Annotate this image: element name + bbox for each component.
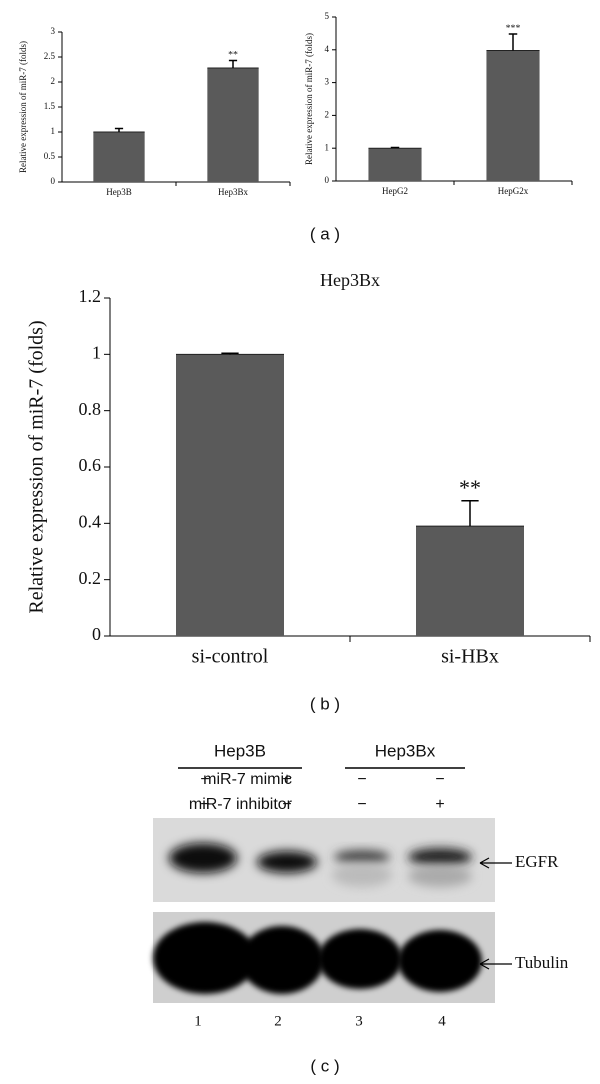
y-tick-label: 1: [92, 342, 101, 362]
y-tick-label: 2: [51, 76, 56, 86]
band: [332, 863, 392, 887]
bar: [368, 148, 422, 181]
y-tick-label: 3: [325, 77, 330, 87]
band-label: Tubulin: [515, 953, 569, 972]
y-tick-label: 0: [92, 624, 101, 644]
panel-label: ( a ): [310, 224, 340, 243]
band: [334, 850, 390, 864]
bar: [207, 68, 259, 182]
arrow: [479, 958, 512, 970]
y-tick-label: 0.8: [79, 399, 102, 419]
y-axis-label: Relative expression of miR-7 (folds): [304, 33, 314, 165]
arrow: [479, 857, 512, 869]
sign: −: [357, 771, 366, 788]
bar: [176, 354, 284, 636]
band: [318, 929, 402, 989]
y-tick-label: 1: [325, 142, 330, 152]
bar: [416, 526, 524, 636]
bar: [93, 132, 145, 182]
lane-label: 1: [194, 1013, 202, 1029]
band: [398, 930, 482, 992]
y-axis-label: Relative expression of miR-7 (folds): [18, 41, 28, 173]
row-label: miR-7 inhibitor: [189, 796, 293, 813]
y-tick-label: 0.6: [79, 455, 102, 475]
error-bar: [508, 33, 518, 51]
y-tick-label: 0: [325, 175, 330, 185]
x-tick-label: si-HBx: [441, 646, 499, 668]
bar: [486, 50, 540, 182]
sign: −: [357, 796, 366, 813]
y-tick-label: 5: [325, 11, 330, 21]
y-tick-label: 0.5: [44, 151, 56, 161]
blot: [153, 767, 512, 1003]
error-bar: [114, 127, 124, 132]
sign: +: [435, 796, 444, 813]
y-tick-label: 0: [51, 176, 56, 186]
error-bar: [221, 352, 239, 355]
error-bar: [390, 146, 400, 149]
y-tick-label: 0.2: [79, 568, 102, 588]
y-tick-label: 1.5: [44, 101, 56, 111]
group-label: Hep3B: [214, 741, 266, 760]
sign: −: [200, 796, 209, 813]
significance: **: [228, 49, 238, 60]
sign: −: [282, 796, 291, 813]
x-tick-label: Hep3B: [106, 187, 132, 197]
band: [240, 926, 324, 994]
band: [408, 865, 472, 887]
x-tick-label: HepG2: [382, 186, 408, 196]
chart-title: Hep3Bx: [320, 270, 380, 290]
y-tick-label: 2.5: [44, 51, 56, 61]
y-tick-label: 2: [325, 109, 330, 119]
x-tick-label: Hep3Bx: [218, 187, 248, 197]
significance: **: [459, 475, 481, 500]
x-tick-label: si-control: [192, 646, 269, 668]
significance: ***: [506, 23, 521, 34]
band: [257, 851, 317, 873]
band-label: EGFR: [515, 852, 559, 871]
lane-label: 2: [274, 1013, 282, 1029]
sign: −: [435, 771, 444, 788]
band: [169, 843, 237, 873]
y-tick-label: 4: [325, 44, 330, 54]
y-axis-label: Relative expression of miR-7 (folds): [26, 320, 48, 613]
y-tick-label: 1.2: [79, 286, 102, 306]
panel-label: ( c ): [310, 1056, 339, 1075]
panel-label: ( b ): [310, 694, 340, 713]
lane-label: 3: [355, 1013, 363, 1029]
row-label: miR-7 mimic: [203, 771, 292, 788]
y-tick-label: 1: [51, 126, 56, 136]
y-tick-label: 0.4: [79, 511, 102, 531]
sign: +: [282, 771, 291, 788]
band: [153, 922, 257, 994]
y-tick-label: 3: [51, 26, 56, 36]
error-bar: [228, 59, 238, 68]
lane-label: 4: [438, 1013, 446, 1029]
band: [408, 848, 472, 866]
x-tick-label: HepG2x: [498, 186, 529, 196]
group-label: Hep3Bx: [375, 741, 436, 760]
error-bar: [461, 500, 479, 527]
sign: −: [200, 771, 209, 788]
